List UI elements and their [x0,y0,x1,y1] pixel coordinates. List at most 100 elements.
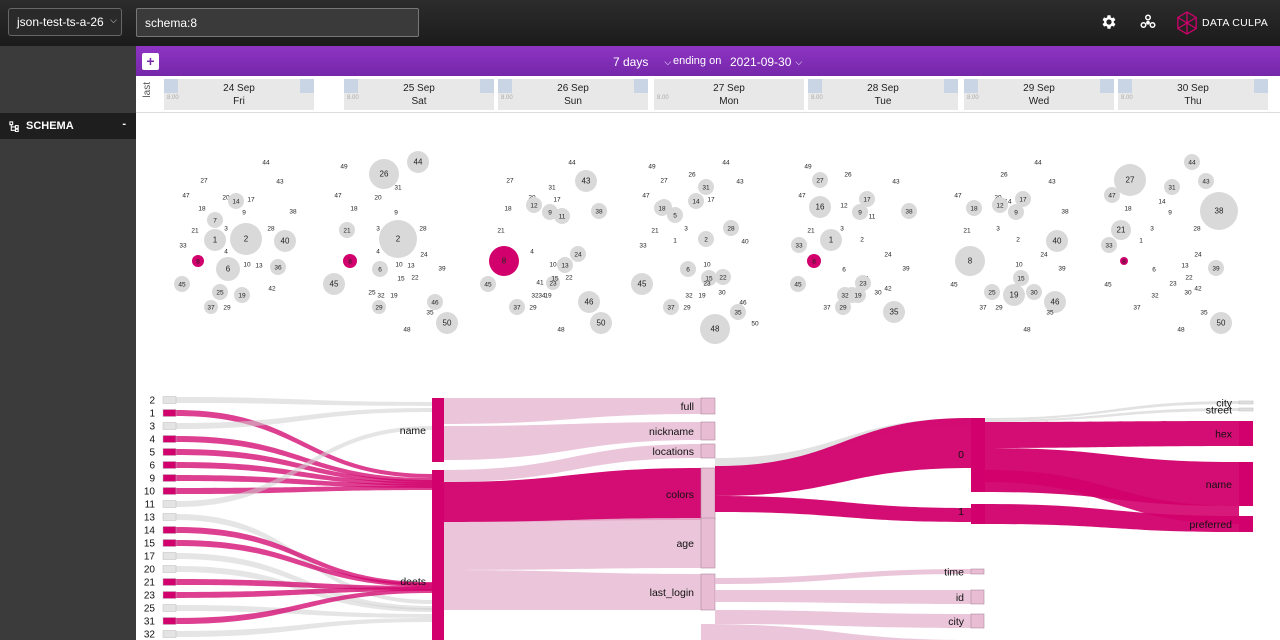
field-node[interactable] [162,604,177,612]
field-bubble[interactable] [698,179,714,195]
field-bubble[interactable] [1114,164,1146,196]
schema-node[interactable] [700,443,716,459]
schema-link[interactable] [701,624,971,640]
field-bubble[interactable] [339,222,355,238]
field-bubble[interactable] [372,261,388,277]
schema-node[interactable] [1239,462,1253,506]
field-bubble[interactable] [369,159,399,189]
sankey-link[interactable] [176,475,432,488]
schema-node[interactable] [700,517,716,569]
schema-link[interactable] [985,408,1239,422]
field-bubble[interactable] [723,220,739,236]
field-bubble[interactable] [715,269,731,285]
field-bubble[interactable] [1200,192,1238,230]
field-bubble[interactable] [578,291,600,313]
field-bubble[interactable] [489,246,519,276]
day-column[interactable]: 8.00 24 Sep Fri [164,79,314,110]
schema-node[interactable] [1238,400,1254,405]
field-bubble[interactable] [809,196,831,218]
field-bubble[interactable] [228,193,244,209]
field-bubble[interactable] [1015,191,1031,207]
field-bubble[interactable] [631,273,653,295]
sankey-link[interactable] [176,589,432,624]
schema-link[interactable] [444,444,701,482]
cluster-icon[interactable] [1137,11,1159,33]
field-bubble[interactable] [379,220,417,258]
field-bubble[interactable] [216,257,240,281]
field-node[interactable] [162,474,177,482]
field-bubble[interactable] [1164,179,1180,195]
field-node[interactable] [162,630,177,638]
field-bubble[interactable] [204,229,226,251]
schema-node[interactable] [971,418,985,492]
field-node[interactable] [162,526,177,534]
field-bubble[interactable] [790,276,806,292]
sankey-link[interactable] [176,605,432,618]
schema-link[interactable] [985,470,1239,524]
field-bubble[interactable] [680,261,696,277]
field-bubble[interactable] [984,284,1000,300]
schema-node-deets[interactable] [432,470,444,640]
day-column[interactable]: 8.00 27 Sep Mon [654,79,804,110]
schema-link[interactable] [444,570,701,610]
range-select[interactable]: 7 days ⌵ [613,55,671,69]
field-bubble[interactable] [436,312,458,334]
field-bubble[interactable] [850,287,866,303]
field-bubble[interactable] [688,193,704,209]
collapse-button[interactable]: - [122,118,126,130]
field-bubble[interactable] [820,229,842,251]
schema-node[interactable] [970,568,985,575]
field-node[interactable] [162,500,177,508]
schema-node[interactable] [700,421,716,441]
field-bubble[interactable] [701,270,717,286]
field-bubble[interactable] [1104,187,1120,203]
schema-node[interactable] [1239,516,1253,532]
field-bubble[interactable] [590,312,612,334]
field-bubble[interactable] [730,304,746,320]
schema-node[interactable] [1238,407,1254,412]
schema-link[interactable] [715,569,971,584]
schema-link[interactable] [715,590,971,604]
field-bubble[interactable] [480,276,496,292]
day-column[interactable]: 8.00 29 Sep Wed [964,79,1114,110]
schema-link[interactable] [715,610,971,628]
day-column[interactable]: 8.00 26 Sep Sun [498,79,648,110]
schema-link[interactable] [715,418,971,496]
gear-icon[interactable] [1098,11,1120,33]
sankey-link[interactable] [176,397,432,406]
field-bubble[interactable] [901,203,917,219]
schema-link[interactable] [444,518,701,570]
schema-link[interactable] [444,422,701,460]
field-bubble[interactable] [230,223,262,255]
field-bubble[interactable] [1184,154,1200,170]
schema-link[interactable] [715,496,971,522]
source-select[interactable]: json-test-ts-a-26 ⌵ [8,8,122,36]
field-bubble[interactable] [855,275,871,291]
add-button[interactable]: + [142,53,159,70]
field-bubble[interactable] [270,259,286,275]
field-bubble[interactable] [509,299,525,315]
field-bubble[interactable] [526,197,542,213]
field-bubble[interactable] [554,208,570,224]
field-node[interactable] [162,578,177,586]
schema-link[interactable] [985,504,1239,532]
schema-input[interactable]: schema:8 [136,8,419,37]
field-bubble[interactable] [1210,312,1232,334]
sankey-link[interactable] [176,462,432,486]
field-node[interactable] [162,409,177,417]
field-bubble[interactable] [812,172,828,188]
field-bubble[interactable] [1101,237,1117,253]
schema-node[interactable] [971,504,985,524]
field-bubble[interactable] [212,284,228,300]
schema-node[interactable] [700,573,716,611]
schema-node[interactable] [970,613,985,629]
field-bubble[interactable] [859,191,875,207]
schema-node[interactable] [970,589,985,605]
field-bubble[interactable] [323,273,345,295]
field-bubble[interactable] [654,200,670,216]
field-bubble[interactable] [700,314,730,344]
field-bubble[interactable] [1120,257,1128,265]
schema-link[interactable] [444,468,701,522]
field-bubble[interactable] [427,294,443,310]
sankey-link[interactable] [176,587,432,598]
